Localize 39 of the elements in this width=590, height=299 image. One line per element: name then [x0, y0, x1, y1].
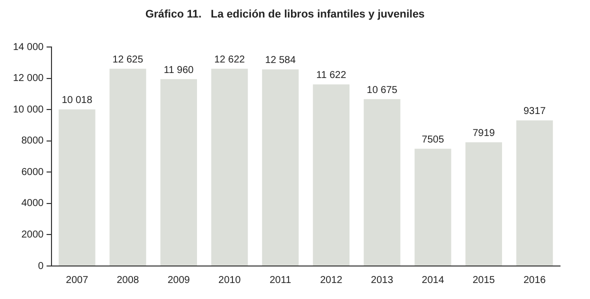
- bar: [110, 68, 146, 266]
- data-label: 12 584: [265, 55, 296, 66]
- data-label: 11 622: [316, 70, 347, 82]
- y-tick-label: 6000: [21, 166, 44, 178]
- bar: [211, 68, 248, 266]
- y-tick-label: 12 000: [12, 73, 44, 84]
- y-tick-label: 0: [38, 260, 44, 272]
- data-label: 11 960: [164, 64, 194, 76]
- x-tick-label: 2014: [422, 274, 444, 286]
- data-label: 7505: [422, 134, 444, 146]
- y-tick-label: 14 000: [12, 42, 44, 53]
- x-tick-label: 2011: [270, 274, 292, 286]
- data-label: 10 018: [62, 95, 93, 106]
- x-tick-label: 2010: [218, 274, 242, 286]
- x-tick-label: 2015: [472, 274, 496, 286]
- data-label: 9317: [523, 106, 546, 118]
- data-label: 12 622: [214, 54, 246, 66]
- data-label: 10 675: [366, 84, 398, 96]
- bar: [262, 69, 299, 266]
- x-tick-label: 2013: [370, 274, 394, 286]
- chart-title: Gráfico 11. La edición de libros infantiles y juveniles: [145, 8, 425, 21]
- bar: [312, 84, 350, 266]
- bar: [160, 79, 197, 266]
- x-tick-label: 2008: [116, 274, 140, 286]
- x-tick-label: 2007: [66, 274, 89, 286]
- x-tick-label: 2009: [168, 274, 190, 286]
- bar: [414, 148, 452, 266]
- y-tick-label: 8000: [21, 136, 44, 147]
- y-tick-label: 4000: [21, 198, 44, 210]
- y-tick-label: 2000: [21, 229, 44, 240]
- y-tick-label: 10 000: [12, 104, 44, 116]
- x-tick-label: 2016: [523, 274, 546, 286]
- bar: [364, 99, 400, 266]
- bar: [465, 142, 502, 266]
- data-label: 12 625: [112, 54, 144, 66]
- bar: [516, 120, 553, 266]
- data-label: 7919: [472, 128, 496, 139]
- x-tick-label: 2012: [320, 274, 343, 286]
- bar: [58, 109, 96, 266]
